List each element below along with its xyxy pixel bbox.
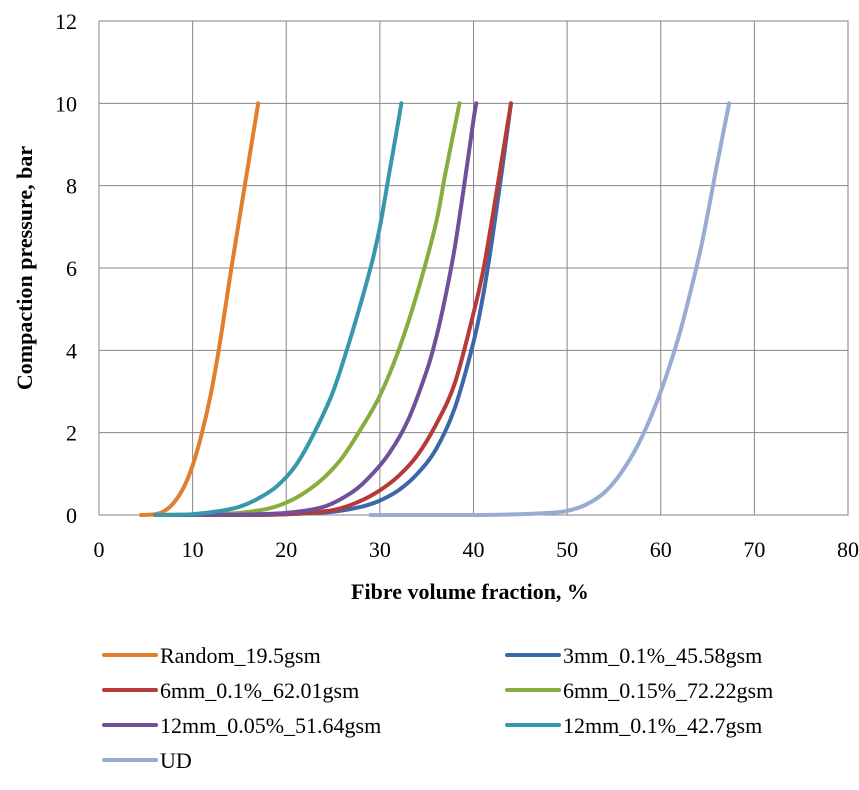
y-tick-labels: 0 2 4 6 8 10 12 bbox=[55, 9, 77, 528]
y-tick-label: 12 bbox=[55, 9, 77, 34]
y-tick-label: 6 bbox=[66, 256, 77, 281]
x-tick-label: 50 bbox=[556, 537, 578, 562]
series-line bbox=[155, 103, 511, 515]
series-lines bbox=[141, 103, 729, 515]
x-tick-label: 20 bbox=[275, 537, 297, 562]
series-line bbox=[155, 103, 459, 515]
series-line bbox=[155, 103, 476, 515]
legend-label: UD bbox=[160, 748, 192, 773]
x-tick-labels: 0 10 20 30 40 50 60 70 80 bbox=[94, 537, 859, 562]
grid bbox=[99, 21, 848, 515]
x-tick-label: 80 bbox=[837, 537, 859, 562]
x-tick-label: 60 bbox=[650, 537, 672, 562]
legend-label: Random_19.5gsm bbox=[160, 643, 321, 668]
legend-label: 6mm_0.1%_62.01gsm bbox=[160, 678, 359, 703]
y-axis-title: Compaction pressure, bar bbox=[12, 146, 37, 390]
legend-label: 12mm_0.1%_42.7gsm bbox=[563, 713, 762, 738]
series-line bbox=[155, 103, 511, 515]
x-tick-label: 70 bbox=[743, 537, 765, 562]
x-tick-label: 30 bbox=[369, 537, 391, 562]
y-tick-label: 4 bbox=[66, 338, 77, 363]
y-tick-label: 2 bbox=[66, 421, 77, 446]
y-tick-label: 0 bbox=[66, 503, 77, 528]
legend-label: 6mm_0.15%_72.22gsm bbox=[563, 678, 773, 703]
legend-label: 12mm_0.05%_51.64gsm bbox=[160, 713, 381, 738]
x-tick-label: 40 bbox=[463, 537, 485, 562]
legend-label: 3mm_0.1%_45.58gsm bbox=[563, 643, 762, 668]
x-axis-title: Fibre volume fraction, % bbox=[351, 579, 589, 604]
series-line bbox=[371, 103, 730, 515]
legend: Random_19.5gsm 3mm_0.1%_45.58gsm 6mm_0.1%_… bbox=[104, 643, 773, 773]
y-tick-label: 10 bbox=[55, 91, 77, 116]
y-tick-label: 8 bbox=[66, 174, 77, 199]
series-line bbox=[141, 103, 258, 515]
x-tick-label: 0 bbox=[94, 537, 105, 562]
x-tick-label: 10 bbox=[182, 537, 204, 562]
